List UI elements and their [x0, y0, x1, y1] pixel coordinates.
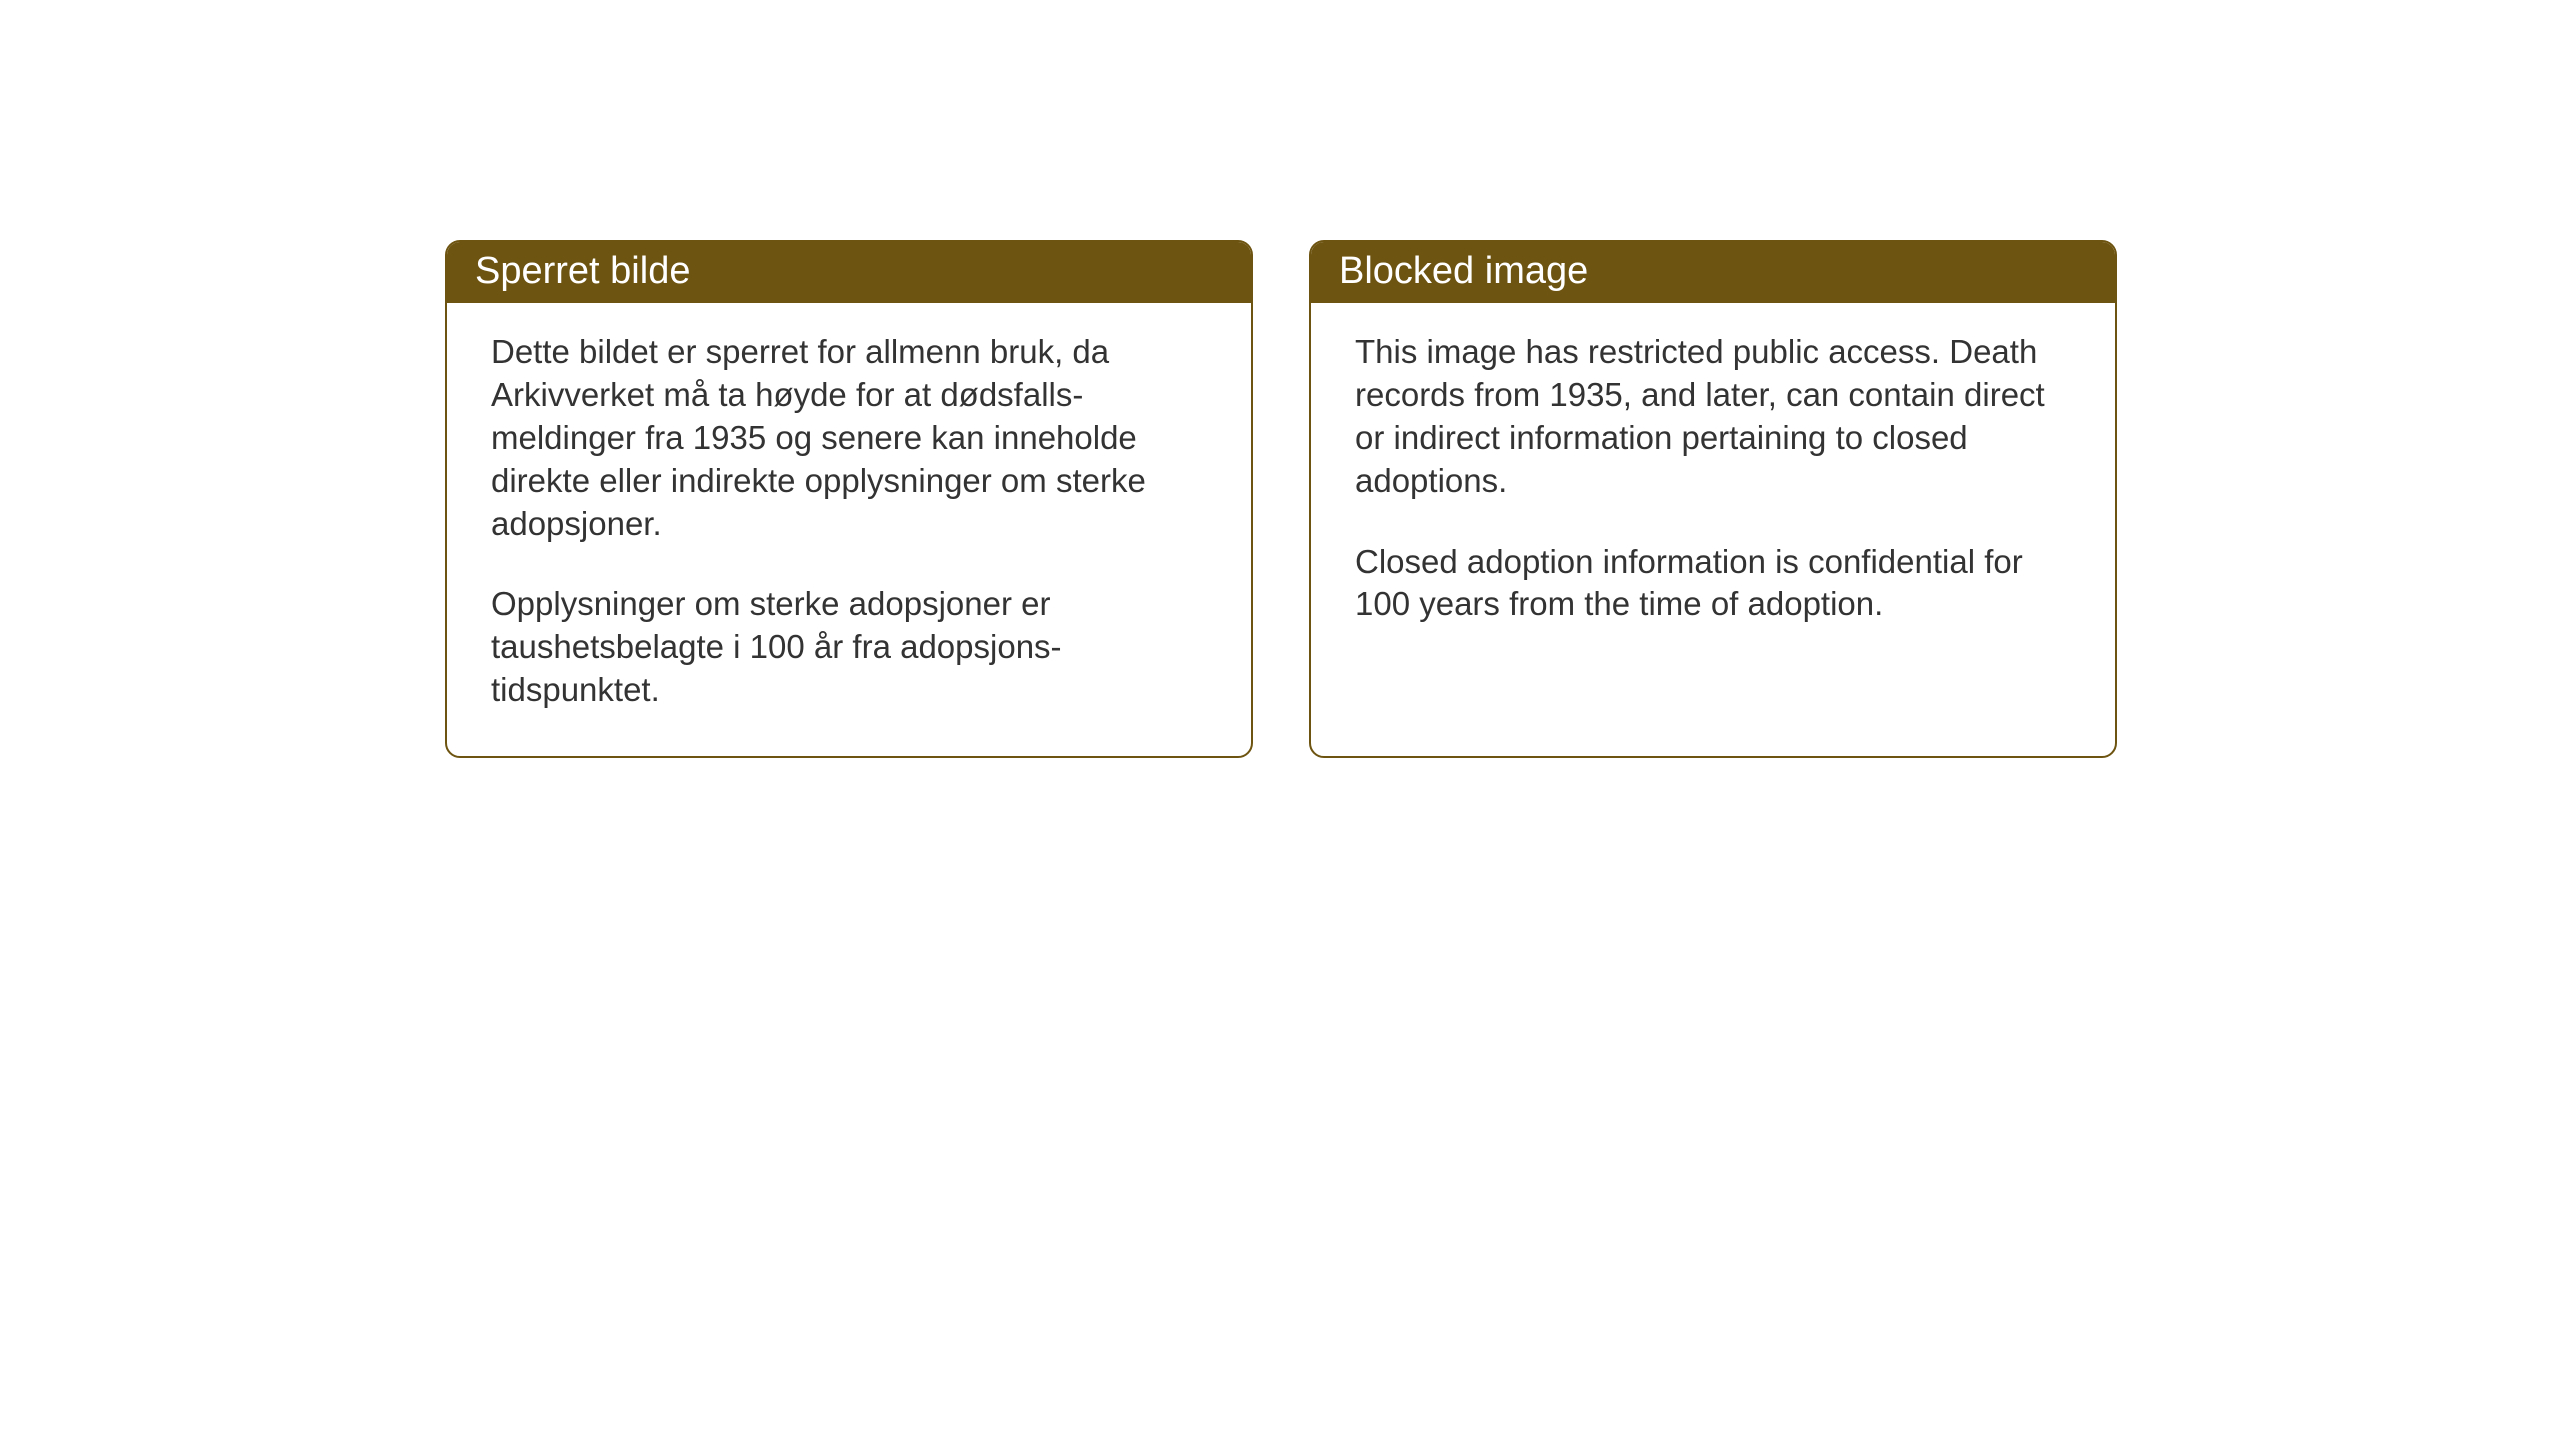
- notice-header-norwegian: Sperret bilde: [447, 242, 1251, 303]
- notice-paragraph-1-english: This image has restricted public access.…: [1355, 331, 2071, 503]
- notice-box-norwegian: Sperret bilde Dette bildet er sperret fo…: [445, 240, 1253, 758]
- notice-body-norwegian: Dette bildet er sperret for allmenn bruk…: [447, 303, 1251, 756]
- notices-container: Sperret bilde Dette bildet er sperret fo…: [445, 240, 2117, 758]
- notice-title-norwegian: Sperret bilde: [475, 250, 690, 292]
- notice-paragraph-1-norwegian: Dette bildet er sperret for allmenn bruk…: [491, 331, 1207, 545]
- notice-body-english: This image has restricted public access.…: [1311, 303, 2115, 670]
- notice-header-english: Blocked image: [1311, 242, 2115, 303]
- notice-paragraph-2-norwegian: Opplysninger om sterke adopsjoner er tau…: [491, 583, 1207, 712]
- notice-paragraph-2-english: Closed adoption information is confident…: [1355, 541, 2071, 627]
- notice-box-english: Blocked image This image has restricted …: [1309, 240, 2117, 758]
- notice-title-english: Blocked image: [1339, 250, 1588, 292]
